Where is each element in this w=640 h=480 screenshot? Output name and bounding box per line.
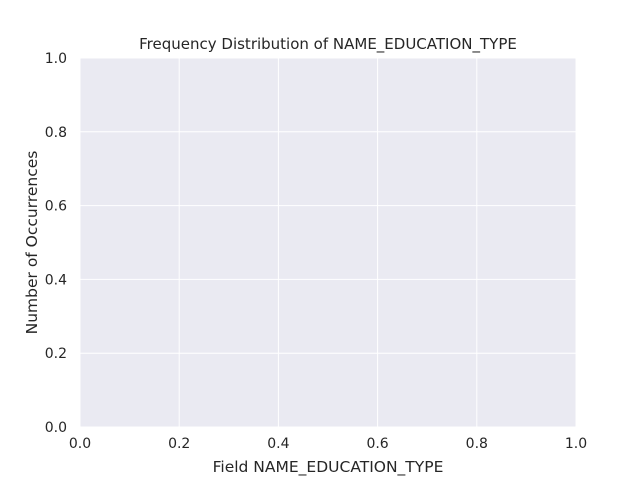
x-tick-label: 0.4 [267,436,289,452]
x-tick-label: 1.0 [565,436,587,452]
y-tick-label: 1.0 [45,51,67,67]
y-tick-label: 0.4 [45,272,67,288]
y-tick-label: 0.8 [45,125,67,141]
chart-title: Frequency Distribution of NAME_EDUCATION… [139,35,517,54]
plot-area [80,58,576,427]
x-tick-label: 0.8 [466,436,488,452]
y-tick-label: 0.0 [45,420,67,436]
x-axis-label: Field NAME_EDUCATION_TYPE [213,458,444,477]
x-tick-label: 0.2 [168,436,190,452]
x-gridlines [79,58,577,427]
y-tick-labels: 0.0 0.2 0.4 0.6 0.8 1.0 [45,51,67,436]
y-tick-label: 0.6 [45,199,67,215]
x-tick-label: 0.0 [69,436,91,452]
y-gridlines [80,57,576,428]
y-tick-label: 0.2 [45,346,67,362]
x-tick-labels: 0.0 0.2 0.4 0.6 0.8 1.0 [69,436,587,452]
y-axis-label: Number of Occurrences [23,151,41,335]
x-tick-label: 0.6 [366,436,388,452]
